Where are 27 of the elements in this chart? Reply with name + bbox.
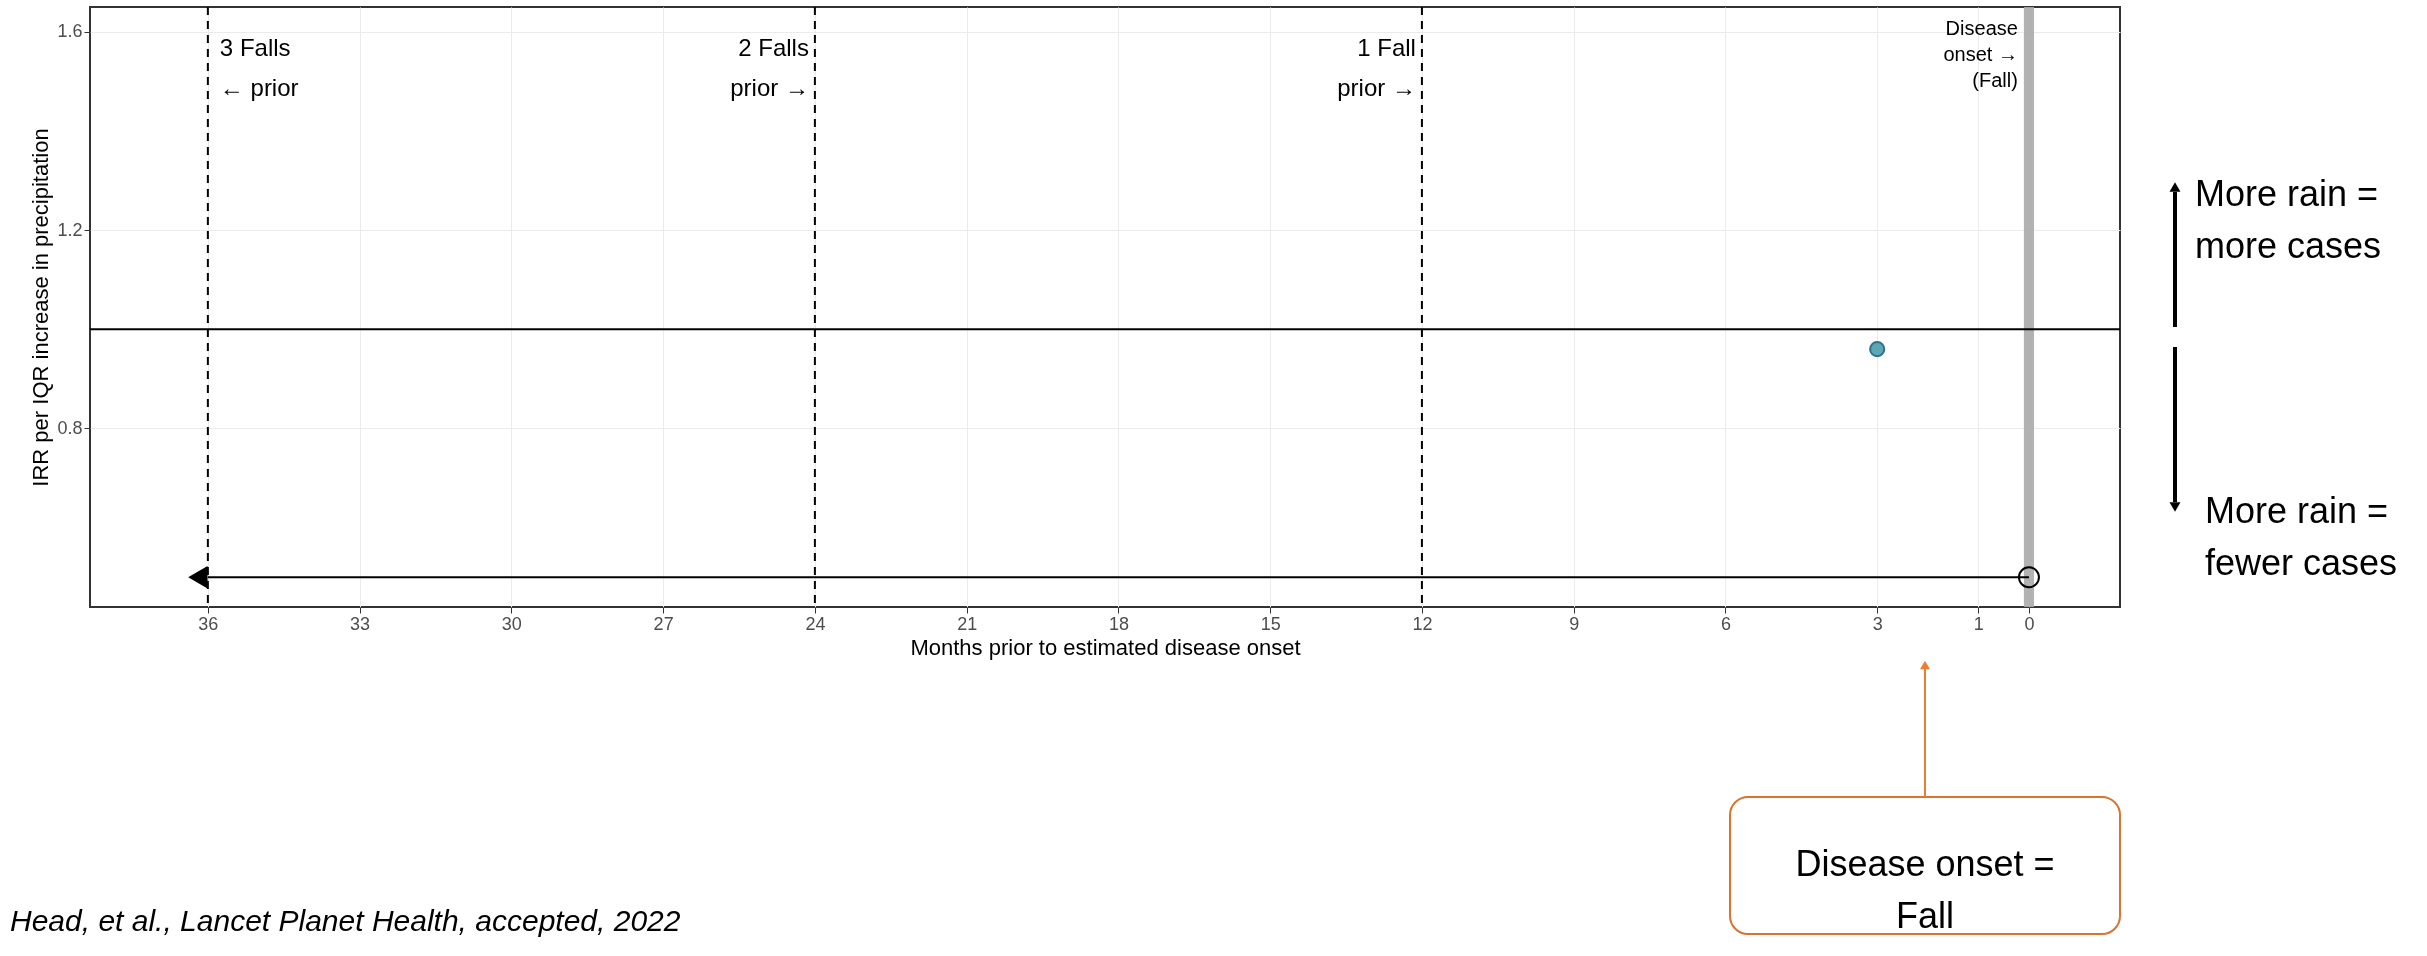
x-axis-title: Months prior to estimated disease onset [910, 634, 1301, 660]
x-tick-label: 3 [1872, 613, 1883, 634]
text: Head, et al., Lancet Planet Health, accepted, 2022 [10, 904, 681, 937]
y-tick-label: 1.2 [57, 219, 83, 240]
ref-line-label: 2 Falls prior → [730, 34, 809, 101]
y-axis-title: IRR per IQR increase in precipitation [28, 128, 54, 487]
band-label: Disease onset → (Fall) [1943, 17, 2018, 91]
text: More rain = more cases [2195, 173, 2382, 266]
x-tick-label: 30 [501, 613, 522, 634]
x-tick-label: 33 [350, 613, 371, 634]
x-tick-label: 9 [1569, 613, 1580, 634]
x-tick-label: 27 [653, 613, 674, 634]
x-tick-label: 36 [198, 613, 219, 634]
x-tick-label: 21 [957, 613, 978, 634]
x-tick-label: 18 [1108, 613, 1129, 634]
text: More rain = fewer cases [2205, 490, 2398, 583]
x-tick-label: 0 [2024, 613, 2035, 634]
y-tick-label: 0.8 [57, 417, 83, 438]
ref-line-label: 1 Fall prior → [1337, 34, 1416, 101]
x-tick-label: 15 [1260, 613, 1281, 634]
y-tick-label: 1.6 [57, 21, 83, 42]
x-tick-label: 12 [1412, 613, 1433, 634]
x-tick-label: 1 [1973, 613, 1984, 634]
x-tick-label: 24 [805, 613, 826, 634]
text: Disease onset = Fall [1795, 843, 2055, 936]
ref-line-label: 3 Falls ← prior [219, 34, 299, 101]
x-tick-label: 6 [1720, 613, 1731, 634]
